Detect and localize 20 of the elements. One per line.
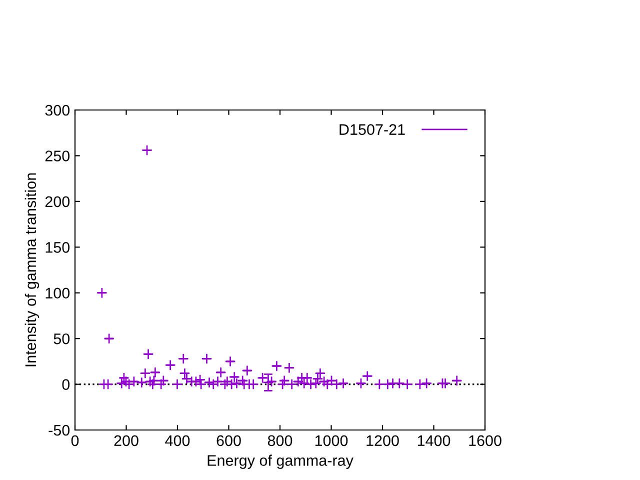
y-tick-label: 150 [46,242,70,253]
x-tick-label: 1200 [366,435,399,446]
y-tick-label: 100 [46,288,70,299]
x-tick-label: 0 [71,435,79,446]
legend-label: D1507-21 [340,124,405,135]
x-tick-label: 200 [114,435,138,446]
y-tick-label: -50 [48,424,70,436]
y-axis-title: Intensity of gamma transition [24,173,40,366]
x-tick-label: 1000 [315,435,348,446]
x-axis-title: Energy of gamma-ray [208,454,354,469]
x-tick-label: 1600 [469,435,502,446]
y-tick-label: 0 [62,379,70,390]
x-tick-label: 800 [268,435,292,446]
x-tick-label: 400 [165,435,190,446]
y-tick-label: 300 [45,104,70,116]
y-tick-label: 250 [45,150,70,162]
x-tick-label: 600 [216,435,241,446]
y-tick-label: 200 [45,196,70,208]
x-tick-label: 1400 [418,435,450,446]
y-tick-label: 50 [54,333,70,344]
